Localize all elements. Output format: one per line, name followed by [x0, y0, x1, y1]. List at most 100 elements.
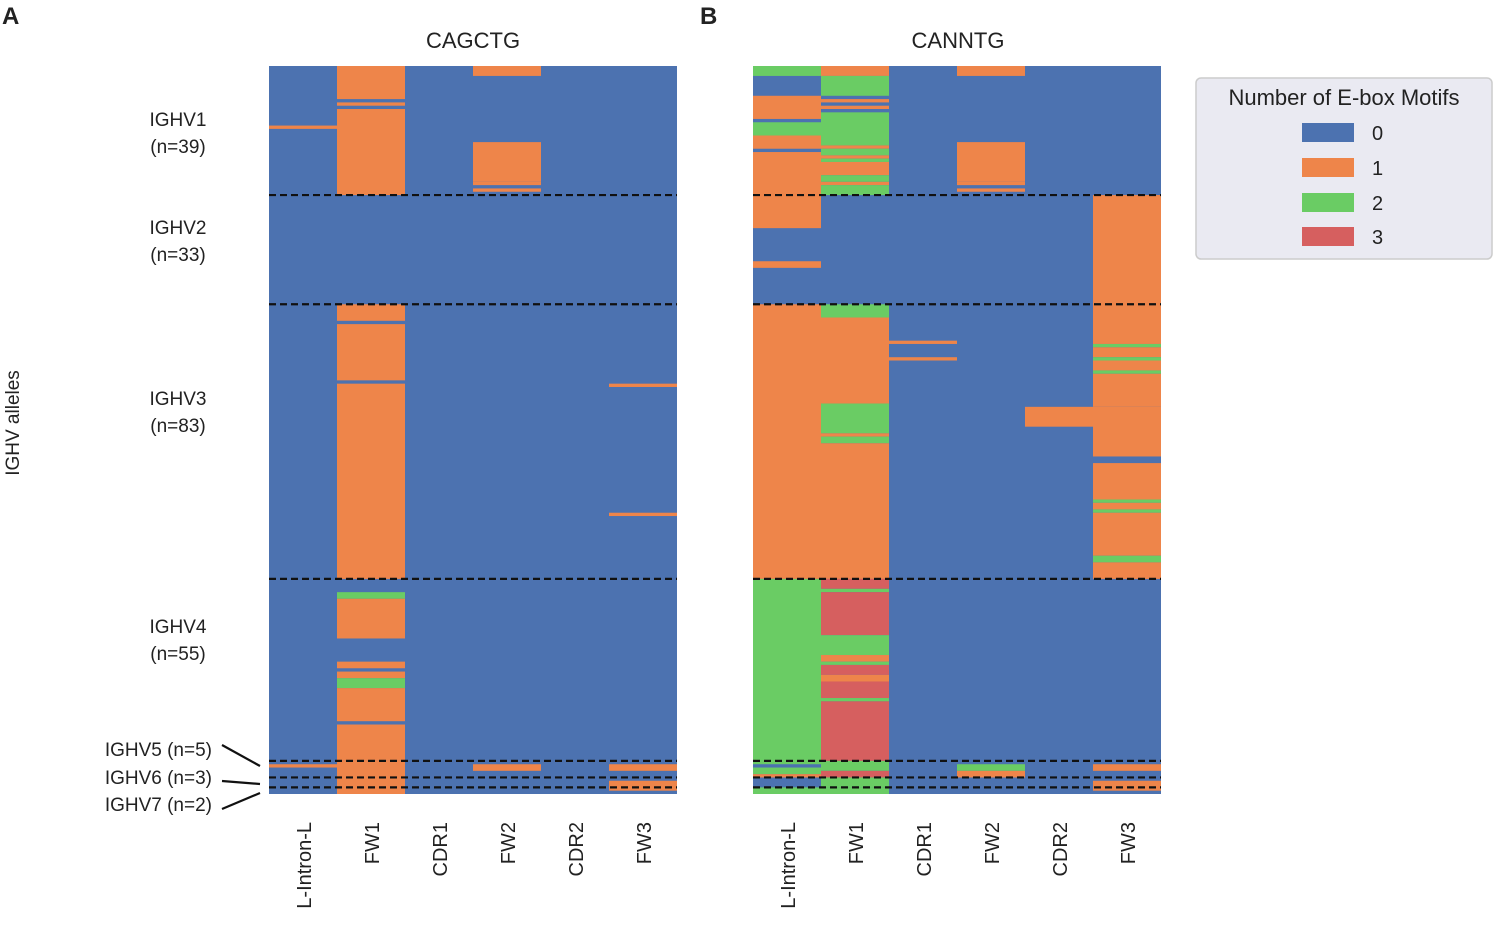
x-tick-label: L-Intron-L — [778, 822, 800, 909]
y-axis-label: IGHV alleles — [3, 370, 24, 476]
heatmap-cell — [821, 436, 889, 444]
panel-a-title: CAGCTG — [426, 28, 520, 53]
heatmap-cell — [821, 787, 889, 794]
legend-label-0: 0 — [1372, 123, 1383, 145]
heatmap-cell — [337, 661, 405, 669]
heatmap-cell — [1093, 347, 1161, 358]
panel-letter-a: A — [2, 3, 19, 30]
heatmap-cell — [821, 770, 889, 778]
pointer-line-ighv7 — [221, 791, 261, 811]
x-tick-label: FW3 — [1118, 822, 1140, 864]
x-tick-label: CDR1 — [914, 822, 936, 876]
heatmap-cell — [1093, 463, 1161, 500]
heatmap-cell — [1093, 195, 1161, 344]
heatmap-cell — [821, 592, 889, 636]
heatmap-cell — [1093, 357, 1161, 361]
heatmap-cell — [1093, 562, 1161, 579]
heatmap-cell — [821, 112, 889, 146]
heatmap-cell — [1093, 502, 1161, 510]
heatmap-cell — [821, 661, 889, 665]
heatmap-cell — [821, 99, 889, 103]
heatmap-cell — [821, 681, 889, 699]
heatmap-cell — [821, 403, 889, 434]
heatmap-cell — [821, 578, 889, 589]
heatmap-cell — [821, 148, 889, 156]
legend-swatch-1 — [1302, 158, 1354, 177]
heatmap-cell — [337, 304, 405, 321]
legend-label-3: 3 — [1372, 227, 1383, 249]
heatmap-cell — [753, 304, 821, 579]
heatmap-cell — [609, 383, 677, 387]
heatmap-cell — [1093, 509, 1161, 513]
heatmap-cell — [889, 340, 957, 344]
heatmap-cell — [753, 122, 821, 136]
heatmap-cell — [821, 105, 889, 110]
x-tick-label: CDR2 — [1050, 822, 1072, 876]
heatmap-cell — [821, 760, 889, 771]
heatmap-cell — [337, 102, 405, 106]
heatmap-cell — [821, 75, 889, 96]
x-tick-label: L-Intron-L — [294, 822, 316, 909]
heatmap-cell — [821, 655, 889, 662]
heatmap-cell — [473, 66, 541, 76]
x-tick-label: FW3 — [634, 822, 656, 864]
x-tick-label: FW2 — [982, 822, 1004, 864]
heatmap-cell — [337, 688, 405, 722]
heatmap-cell — [753, 66, 821, 76]
heatmap-cell — [821, 175, 889, 182]
heatmap-cell — [821, 161, 889, 176]
heatmap-cell — [337, 592, 405, 599]
heatmap-cell — [1093, 373, 1161, 407]
legend-label-2: 2 — [1372, 193, 1383, 215]
heatmap-cell — [1093, 370, 1161, 374]
heatmap-cell — [821, 701, 889, 761]
heatmap-cell — [337, 724, 405, 761]
heatmap-cell — [821, 185, 889, 196]
heatmap-cell — [957, 181, 1025, 186]
legend-swatch-3 — [1302, 227, 1354, 246]
heatmap-cell — [1093, 764, 1161, 771]
panel-b-title: CANNTG — [912, 28, 1005, 53]
heatmap-cell — [753, 787, 821, 794]
heatmap-cell — [821, 158, 889, 162]
group-label-ighv2: IGHV2 — [149, 218, 206, 239]
pointer-line-ighv5 — [221, 744, 261, 767]
heatmap-cell — [957, 66, 1025, 76]
heatmap-cell — [337, 109, 405, 196]
legend-label-1: 1 — [1372, 158, 1383, 180]
legend-swatch-2 — [1302, 193, 1354, 212]
heatmap-cell — [753, 578, 821, 765]
group-label-ighv1: IGHV1 — [149, 110, 206, 131]
group-label-ighv6: IGHV6 (n=3) — [105, 768, 212, 789]
group-count-ighv1: (n=39) — [150, 137, 205, 158]
heatmap-cell — [337, 383, 405, 579]
heatmap-cell — [957, 188, 1025, 192]
heatmap-cell — [1025, 406, 1093, 427]
heatmap-cell — [753, 774, 821, 778]
heatmap-cell — [753, 95, 821, 119]
x-ticks-panel-a: L-Intron-L FW1 CDR1 FW2 CDR2 FW3 — [294, 822, 656, 909]
heatmap-cell — [821, 698, 889, 702]
legend-swatch-0 — [1302, 123, 1354, 142]
heatmap-cell — [753, 135, 821, 149]
group-label-ighv7: IGHV7 (n=2) — [105, 795, 212, 816]
group-count-ighv2: (n=33) — [150, 245, 205, 266]
heatmap-cell — [337, 678, 405, 689]
x-tick-label: FW1 — [846, 822, 868, 864]
heatmap-cell — [473, 764, 541, 771]
heatmap-panel-a — [269, 66, 677, 794]
heatmap-cell — [1093, 343, 1161, 348]
heatmap-cell — [473, 181, 541, 186]
x-tick-label: FW1 — [362, 822, 384, 864]
heatmap-cell — [821, 777, 889, 788]
panel-letter-b: B — [700, 3, 717, 30]
heatmap-cell — [473, 188, 541, 192]
group-count-ighv4: (n=55) — [150, 644, 205, 665]
heatmap-cell — [821, 635, 889, 656]
heatmap-cell — [337, 324, 405, 381]
heatmap-cell — [821, 66, 889, 76]
heatmap-cell — [753, 261, 821, 268]
heatmap-cell — [821, 674, 889, 682]
heatmap-cell — [821, 317, 889, 404]
